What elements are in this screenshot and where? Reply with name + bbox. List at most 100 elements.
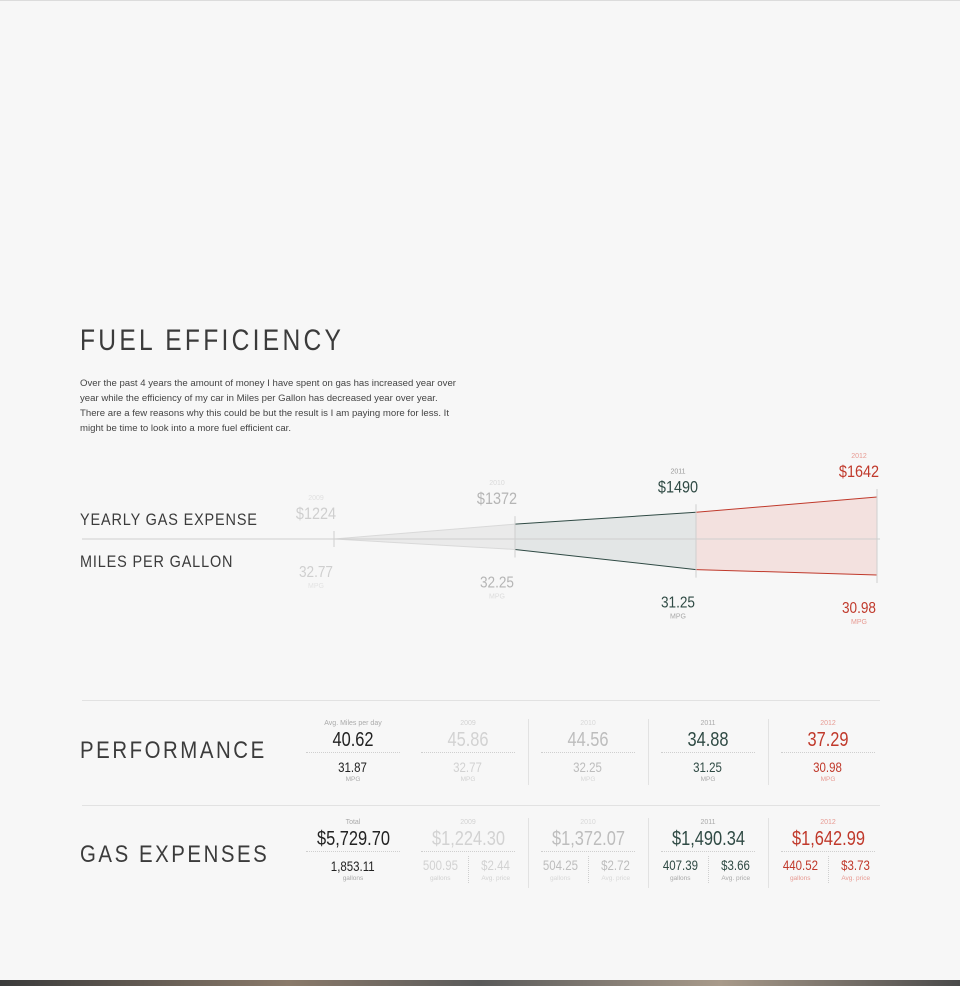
- performance-mpg: 32.77: [453, 759, 483, 775]
- performance-unit: MPG: [820, 776, 836, 783]
- mpg-value-label: 30.98: [842, 600, 876, 617]
- performance-2009: 2009 45.86 32.77 MPG: [413, 719, 523, 784]
- mpg-unit-label: MPG: [308, 583, 324, 590]
- gas-2012: 2012 $1,642.99 440.52 gallons $3.73 Avg. p…: [773, 818, 883, 883]
- gas-expenses-label: GAS EXPENSES: [80, 841, 270, 868]
- performance-total-caption: Avg. Miles per day: [324, 720, 382, 727]
- gas-value: $1,642.99: [781, 827, 875, 852]
- expense-year-label: 2010: [489, 480, 505, 487]
- segment-area-2010: [334, 524, 515, 550]
- gas-total-gallons: 1,853.11: [331, 858, 375, 874]
- divider-middle: [82, 805, 880, 806]
- top-border: [0, 0, 960, 1]
- performance-unit: MPG: [460, 776, 476, 783]
- gas-gallons: 500.95: [422, 857, 458, 873]
- expense-year-label: 2009: [308, 495, 324, 502]
- performance-year: 2012: [820, 720, 836, 727]
- divider-top: [82, 700, 880, 701]
- gas-gallons-unit: gallons: [549, 875, 571, 882]
- performance-2010: 2010 44.56 32.25 MPG: [533, 719, 643, 784]
- performance-2011: 2011 34.88 31.25 MPG: [653, 719, 763, 784]
- performance-2012: 2012 37.29 30.98 MPG: [773, 719, 883, 784]
- gas-gallons: 440.52: [782, 857, 818, 873]
- expense-line-2010: [333, 523, 516, 540]
- mpg-unit-label: MPG: [670, 614, 686, 621]
- performance-mpg: 30.98: [813, 759, 843, 775]
- mpg-line-2010: [333, 538, 516, 550]
- gas-value: $1,490.34: [661, 827, 755, 852]
- performance-unit: MPG: [700, 776, 716, 783]
- gas-price: $3.66: [721, 857, 751, 873]
- performance-value: 45.86: [421, 728, 515, 753]
- mpg-value-label: 32.25: [480, 575, 514, 592]
- segment-area-2011: [515, 512, 696, 570]
- expense-year-label: 2011: [670, 468, 685, 475]
- expense-year-label: 2012: [851, 453, 867, 460]
- column-separator: [528, 818, 529, 888]
- column-separator: [648, 719, 649, 785]
- gas-2010: 2010 $1,372.07 504.25 gallons $2.72 Avg. p…: [533, 818, 643, 883]
- gas-year: 2009: [460, 819, 476, 826]
- gas-gallons-unit: gallons: [789, 875, 811, 882]
- mpg-unit-label: MPG: [851, 619, 867, 626]
- gas-value: $1,372.07: [541, 827, 635, 852]
- mpg-line-2012: [695, 569, 878, 576]
- gas-price: $2.44: [481, 857, 511, 873]
- segment-area-2012: [696, 497, 877, 575]
- column-separator: [768, 818, 769, 888]
- performance-year: 2010: [580, 720, 596, 727]
- performance-year: 2009: [460, 720, 476, 727]
- performance-mpg: 32.25: [573, 759, 603, 775]
- gas-price-unit: Avg. price: [841, 875, 871, 882]
- expense-value-label: $1224: [296, 505, 336, 523]
- column-separator: [768, 719, 769, 785]
- page-title: FUEL EFFICIENCY: [80, 324, 345, 357]
- description: Over the past 4 years the amount of mone…: [80, 378, 456, 434]
- mpg-unit-label: MPG: [489, 593, 505, 600]
- performance-mpg: 31.25: [693, 759, 723, 775]
- gas-value: $1,224.30: [421, 827, 515, 852]
- gas-price-unit: Avg. price: [481, 875, 511, 882]
- performance-label: PERFORMANCE: [80, 737, 267, 764]
- bottom-image-strip: [0, 980, 960, 986]
- gas-price-unit: Avg. price: [721, 875, 751, 882]
- performance-value: 37.29: [781, 728, 875, 753]
- expense-value-label: $1372: [477, 490, 517, 508]
- mpg-value-label: 32.77: [299, 564, 333, 581]
- gas-price: $3.73: [841, 857, 871, 873]
- performance-total-value: 40.62: [306, 728, 400, 753]
- expense-line-2012: [695, 496, 878, 513]
- gas-total-caption: Total: [345, 819, 361, 826]
- gas-gallons: 504.25: [542, 857, 578, 873]
- expense-line-2011: [514, 511, 697, 525]
- column-separator: [528, 719, 529, 785]
- gas-year: 2010: [580, 819, 596, 826]
- column-separator: [648, 818, 649, 888]
- gas-gallons-unit: gallons: [669, 875, 691, 882]
- gas-price: $2.72: [601, 857, 631, 873]
- performance-total: Avg. Miles per day 40.62 31.87 MPG: [298, 719, 408, 784]
- gas-2009: 2009 $1,224.30 500.95 gallons $2.44 Avg. p…: [413, 818, 523, 883]
- performance-year: 2011: [700, 720, 716, 727]
- mpg-value-label: 31.25: [661, 595, 695, 612]
- expense-value-label: $1642: [839, 463, 879, 481]
- gas-year: 2012: [820, 819, 836, 826]
- expense-value-label: $1490: [658, 478, 698, 496]
- performance-total-unit: MPG: [345, 776, 361, 783]
- mpg-line-2011: [514, 548, 697, 571]
- performance-value: 34.88: [661, 728, 755, 753]
- gas-total-unit: gallons: [342, 875, 364, 882]
- gas-gallons: 407.39: [662, 857, 698, 873]
- gas-price-unit: Avg. price: [601, 875, 631, 882]
- expense-row-label: YEARLY GAS EXPENSE: [80, 510, 258, 529]
- performance-total-mpg: 31.87: [338, 759, 368, 775]
- performance-unit: MPG: [580, 776, 596, 783]
- gas-total: Total $5,729.70 1,853.11 gallons: [298, 818, 408, 883]
- mpg-row-label: MILES PER GALLON: [80, 552, 234, 571]
- gas-year: 2011: [700, 819, 716, 826]
- gas-gallons-unit: gallons: [429, 875, 451, 882]
- gas-total-value: $5,729.70: [306, 827, 400, 852]
- performance-value: 44.56: [541, 728, 635, 753]
- gas-2011: 2011 $1,490.34 407.39 gallons $3.66 Avg. p…: [653, 818, 763, 883]
